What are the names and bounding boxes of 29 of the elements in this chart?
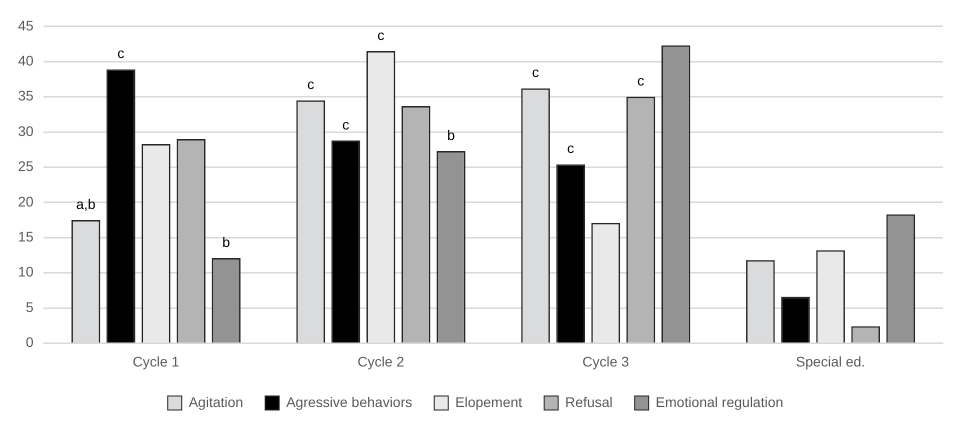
y-tick-label: 10 — [18, 264, 34, 280]
y-tick-label: 45 — [18, 17, 34, 34]
data-label: c — [637, 72, 644, 89]
y-tick-label: 30 — [18, 122, 34, 139]
y-tick-label: 40 — [18, 52, 34, 68]
legend-label: Agitation — [188, 394, 244, 410]
data-label: c — [532, 64, 540, 80]
data-label: b — [222, 234, 230, 250]
y-tick-label: 35 — [18, 88, 34, 104]
legend-label: Elopement — [455, 394, 522, 410]
data-label: a,b — [76, 196, 96, 212]
legend-label: Emotional regulation — [656, 394, 784, 410]
x-tick-label: Cycle 2 — [358, 353, 404, 370]
y-tick-label: 5 — [26, 298, 34, 315]
data-label: b — [447, 126, 456, 143]
x-tick-label: Cycle 3 — [582, 353, 630, 370]
legend-label: Agressive behaviors — [286, 394, 412, 410]
y-tick-label: 20 — [18, 193, 34, 210]
y-tick-label: 25 — [18, 158, 34, 174]
data-label: c — [117, 45, 124, 62]
data-label: c — [307, 76, 314, 92]
x-tick-label: Cycle 1 — [132, 353, 180, 370]
data-label: c — [342, 116, 350, 132]
legend-label: Refusal — [565, 394, 613, 410]
y-tick-label: 15 — [18, 228, 34, 244]
data-label: c — [567, 140, 574, 156]
data-label: c — [377, 26, 384, 43]
x-tick-label: Special ed. — [796, 353, 866, 370]
y-tick-label: 0 — [26, 334, 34, 350]
